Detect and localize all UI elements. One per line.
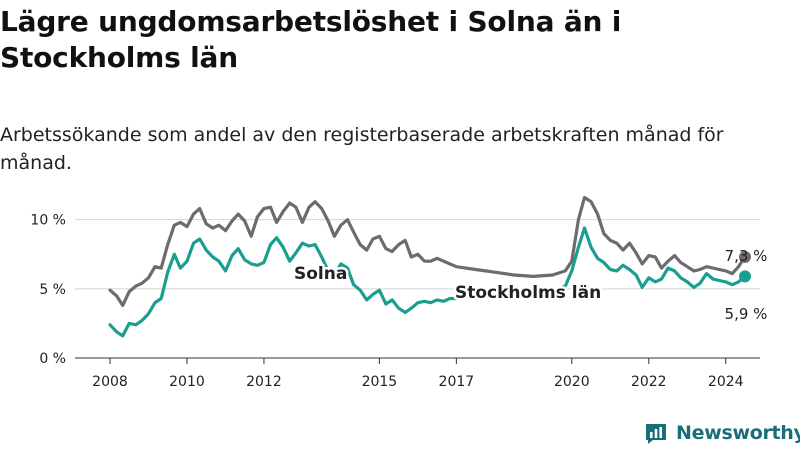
newsworthy-logo: Newsworthy (644, 420, 800, 446)
y-tick-label: 10 % (30, 213, 66, 229)
solna-end-value: 5,9 % (725, 305, 768, 323)
x-tick-label: 2012 (246, 374, 282, 390)
solna-series-label: Solna (294, 264, 347, 284)
stockholms-l-n-end-point (739, 251, 751, 264)
x-tick-label: 2024 (708, 374, 744, 390)
chart-subtitle: Arbetssökande som andel av den registerb… (0, 124, 724, 174)
bar-chart-logo-icon (646, 424, 666, 444)
y-tick-label: 5 % (39, 282, 66, 298)
stockholms-lan-end-value: 7,3 % (725, 247, 768, 265)
x-tick-label: 2010 (169, 374, 205, 390)
stockholms-l-n-line (108, 195, 747, 307)
stockholms-lan-series-label: Stockholms län (455, 283, 601, 303)
x-axis: 2008 2010 2012 2015 2017 2020 2022 2024 (92, 358, 744, 390)
x-tick-label: 2020 (554, 374, 590, 390)
y-tick-label: 0 % (39, 351, 66, 367)
brand-name: Newsworthy (676, 422, 800, 444)
line-chart: 0 %5 %10 % 2008 2010 2012 2015 2017 2020 2022 2… (30, 195, 768, 390)
solna-line (108, 226, 747, 338)
x-tick-label: 2015 (362, 374, 398, 390)
x-tick-label: 2008 (92, 374, 128, 390)
y-axis: 0 % 5 % 10 % (30, 213, 66, 367)
grid-lines (75, 219, 760, 359)
x-tick-label: 2017 (439, 374, 475, 390)
chart-title: Lägre ungdomsarbetslöshet i Solna än i S… (0, 5, 622, 74)
x-tick-label: 2022 (631, 374, 667, 390)
solna-end-point (739, 270, 751, 283)
series-lines (108, 195, 751, 338)
